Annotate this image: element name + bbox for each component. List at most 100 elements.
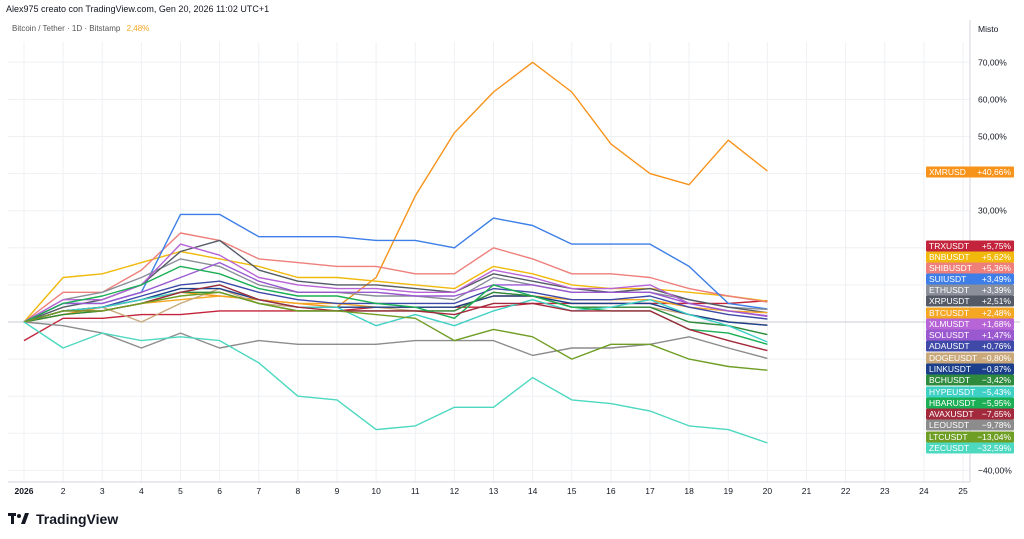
brand-name: TradingView [36, 511, 119, 527]
series-tag-name: HYPEUSDT [929, 387, 975, 397]
series-tag-value: +3,39% [982, 285, 1012, 295]
series-tag-hbarusdt [926, 397, 1014, 409]
series-tag-value: −5,95% [982, 398, 1012, 408]
x-tick-label: 19 [724, 486, 734, 496]
series-tag-shibusdt [926, 262, 1014, 274]
series-tag-leousdt [926, 419, 1014, 431]
price-scale-label: Misto [978, 24, 999, 34]
series-tag-name: XRPUSDT [929, 296, 970, 306]
x-tick-label: 21 [802, 486, 812, 496]
x-tick-label: 18 [684, 486, 694, 496]
series-tag-bchusdt [926, 374, 1014, 386]
x-tick-label: 16 [606, 486, 616, 496]
series-line-shibusdt [23, 232, 768, 323]
series-tag-value: −7,65% [982, 409, 1012, 419]
series-line-adausdt [23, 280, 768, 323]
series-tag-name: LINKUSDT [929, 364, 971, 374]
series-tag-value: +40,66% [977, 167, 1011, 177]
series-tag-name: BCHUSDT [929, 375, 970, 385]
series-tag-name: DOGEUSDT [929, 353, 977, 363]
series-tag-value: +5,62% [982, 252, 1012, 262]
x-tick-label: 24 [919, 486, 929, 496]
x-tick-label: 14 [528, 486, 538, 496]
series-tag-name: AVAXUSDT [929, 409, 974, 419]
x-tick-label: 8 [296, 486, 301, 496]
series-line-zecusdt [23, 321, 768, 444]
series-tag-value: +5,75% [982, 241, 1012, 251]
series-tag-xrpusdt [926, 295, 1014, 307]
grid [8, 42, 1020, 482]
series-tag-ethusdt [926, 284, 1014, 296]
series-tag-solusdt [926, 329, 1014, 341]
series-tag-value: −32,59% [977, 443, 1011, 453]
x-tick-label: 5 [178, 486, 183, 496]
series-tag-suiusdt [926, 273, 1014, 285]
series-tag-name: LEOUSDT [929, 420, 969, 430]
series-tag-value: −5,43% [982, 387, 1012, 397]
series-tag-xmrusd [926, 166, 1014, 178]
legend-value: 2,48% [126, 24, 150, 33]
series-tag-value: −9,78% [982, 420, 1012, 430]
y-tick-label: 60,00% [978, 94, 1007, 104]
tradingview-brand[interactable]: TradingView [8, 511, 118, 527]
series-tag-name: BTCUSDT [929, 308, 969, 318]
x-tick-label: 12 [450, 486, 460, 496]
y-tick-label: 50,00% [978, 132, 1007, 142]
series-line-hypeusdt [23, 284, 768, 343]
x-tick-label: 11 [411, 486, 420, 496]
series-line-ltcusdt [23, 291, 768, 371]
series-tag-name: BNBUSDT [929, 252, 970, 262]
series-tag-name: XLMUSDT [929, 319, 970, 329]
x-tick-label: 4 [139, 486, 144, 496]
series-tag-name: XMRUSD [929, 167, 966, 177]
series-tag-avaxusdt [926, 408, 1014, 420]
chart-legend[interactable]: Bitcoin / Tether · 1D · Bitstamp 2,48% [12, 24, 149, 33]
series-tag-trxusdt [926, 240, 1014, 252]
y-tick-label: −40,00% [978, 465, 1012, 475]
series-tag-value: −0,80% [982, 353, 1012, 363]
series-tag-value: −3,42% [982, 375, 1012, 385]
x-tick-label: 7 [256, 486, 261, 496]
series-tag-name: ZECUSDT [929, 443, 969, 453]
y-tick-label: 70,00% [978, 57, 1007, 67]
x-tick-label: 25 [958, 486, 968, 496]
series-tag-name: ETHUSDT [929, 285, 969, 295]
series-tags: XMRUSD +40,66% TRXUSDT +5,75% BNBUSDT +5,62% S… [926, 166, 1014, 454]
series-tag-linkusdt [926, 363, 1014, 375]
x-tick-label: 17 [645, 486, 655, 496]
legend-symbol: Bitcoin / Tether · 1D · Bitstamp [12, 24, 121, 33]
series-tag-btcusdt [926, 307, 1014, 319]
series-tag-name: SHIBUSDT [929, 263, 972, 273]
series-tag-dogeusdt [926, 352, 1014, 364]
x-tick-label: 9 [335, 486, 340, 496]
series-tag-adausdt [926, 340, 1014, 352]
series-tag-zecusdt [926, 442, 1014, 454]
x-tick-label: 20 [763, 486, 773, 496]
y-tick-label: 30,00% [978, 206, 1007, 216]
series-tag-value: +1,47% [982, 330, 1012, 340]
series-tag-value: +1,68% [982, 319, 1012, 329]
chart-header: Alex975 creato con TradingView.com, Gen … [6, 4, 270, 14]
x-tick-label: 13 [489, 486, 499, 496]
x-tick-label: 22 [841, 486, 851, 496]
series-tag-value: +2,48% [982, 308, 1012, 318]
series-tag-name: ADAUSDT [929, 341, 970, 351]
series-tag-xlmusdt [926, 318, 1014, 330]
series-tag-ltcusdt [926, 431, 1014, 443]
series-tag-hypeusdt [926, 386, 1014, 398]
x-tick-label: 6 [217, 486, 222, 496]
x-tick-label: 2026 [15, 486, 34, 496]
series-tag-bnbusdt [926, 251, 1014, 263]
x-tick-label: 23 [880, 486, 890, 496]
tradingview-logo-icon [8, 513, 29, 524]
series-line-solusdt [23, 261, 768, 323]
series-line-leousdt [23, 321, 768, 360]
x-tick-label: 10 [371, 486, 381, 496]
x-tick-label: 3 [100, 486, 105, 496]
series-tag-name: SOLUSDT [929, 330, 969, 340]
series-tag-name: LTCUSDT [929, 432, 968, 442]
series-tag-name: HBARUSDT [929, 398, 976, 408]
series-tag-name: TRXUSDT [929, 241, 969, 251]
series-line-xrpusdt [23, 239, 768, 323]
